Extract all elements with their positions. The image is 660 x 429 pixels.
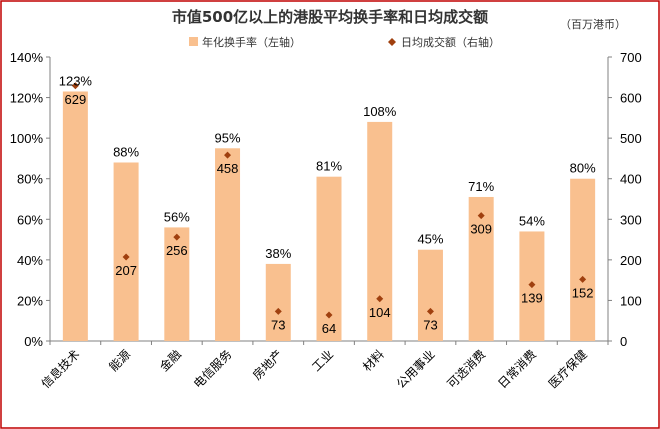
dot-value-label: 629 [65,92,87,107]
right-tick-label: 700 [620,50,642,65]
dot-marker [122,253,130,261]
x-category-label: 电信服务 [190,347,235,392]
left-tick-label: 100% [10,131,44,146]
bar [570,178,596,341]
x-category-label: 能源 [106,347,133,374]
dot-value-label: 458 [217,161,239,176]
dot-value-label: 152 [572,285,594,300]
right-tick-label: 0 [620,334,627,349]
bar-value-label: 80% [570,161,596,176]
dot-value-label: 73 [271,317,285,332]
dot-marker [173,233,181,241]
right-tick-label: 100 [620,293,642,308]
bar [215,148,241,341]
dot-marker [274,307,282,315]
bar-value-label: 54% [519,213,545,228]
bars [62,91,596,342]
left-tick-label: 20% [17,293,43,308]
right-tick-label: 300 [620,212,642,227]
right-tick-label: 600 [620,91,642,106]
right-tick-label: 200 [620,253,642,268]
bar [367,121,393,342]
x-category-label: 材料 [360,347,387,374]
bar-value-label: 38% [265,246,291,261]
dots [71,82,587,319]
x-category-label: 公用事业 [394,347,438,391]
legend-dot-label: 日均成交额（右轴） [401,35,500,49]
dot-marker [426,307,434,315]
x-category-label: 信息技术 [38,347,83,392]
left-tick-label: 40% [17,253,43,268]
data-labels: 123% 629 88% 207 56% 256 95% 458 38% 73 81% 64 108% 1… [59,73,596,336]
legend-bar-swatch [189,37,198,46]
x-category-label: 日常消费 [495,347,539,391]
x-category-label: 医疗保健 [546,347,590,391]
dot-marker [376,295,384,303]
bar [265,263,291,341]
bar [164,227,190,341]
dot-marker [528,281,536,289]
bar-value-label: 56% [164,209,190,224]
dot-value-label: 207 [115,263,137,278]
bar-value-label: 108% [363,104,397,119]
dot-value-label: 73 [423,317,437,332]
left-tick-label: 80% [17,172,43,187]
x-category-label: 金融 [156,347,184,375]
bar [62,91,88,341]
x-category-label: 工业 [309,347,336,374]
bar-value-label: 45% [417,232,443,247]
left-tick-label: 60% [17,212,43,227]
left-tick-label: 120% [10,91,44,106]
dot-marker [477,212,485,220]
dot-value-label: 139 [521,291,543,306]
legend: 年化换手率（左轴） 日均成交额（右轴） [189,35,500,49]
bar-value-label: 95% [215,130,241,145]
right-tick-label: 400 [620,172,642,187]
legend-dot-marker [388,38,396,46]
left-tick-label: 0% [24,334,43,349]
dot-marker [71,82,79,90]
bar-value-label: 123% [59,73,93,88]
right-tick-label: 500 [620,131,642,146]
bar [417,249,443,341]
dot-marker [325,311,333,319]
bar-value-label: 71% [468,179,494,194]
dot-marker [579,275,587,283]
bar [113,162,139,341]
dot-value-label: 104 [369,305,391,320]
dot-value-label: 64 [322,321,336,336]
left-tick-label: 140% [10,50,44,65]
x-category-label: 可选消费 [444,347,488,391]
dot-marker [224,151,232,159]
chart-title: 市值500亿以上的港股平均换手率和日均成交额 [172,8,488,26]
dot-value-label: 256 [166,243,188,258]
unit-label: （百万港币） [560,18,626,31]
bar [468,196,494,341]
dot-value-label: 309 [470,222,492,237]
x-category-label: 房地产 [249,347,285,383]
bar-value-label: 88% [113,144,139,159]
bar-value-label: 81% [316,159,342,174]
legend-bar-label: 年化换手率（左轴） [202,35,301,49]
